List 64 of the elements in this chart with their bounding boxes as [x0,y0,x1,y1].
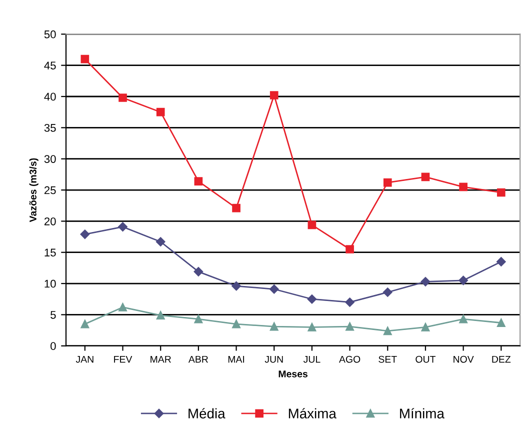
y-tick-label: 25 [44,186,56,194]
x-tick-label: MAI [228,356,244,363]
y-axis-title: Vazões (m3/s) [29,158,38,222]
x-tick-label: MAR [150,356,171,363]
x-tick-label: JUN [264,356,283,363]
point [383,178,392,187]
point [270,91,278,100]
x-tick-label: JAN [76,356,94,363]
x-tick-label: FEV [114,356,132,363]
y-tick-label: 50 [44,30,56,38]
x-tick-label: NOV [454,356,474,363]
point [346,322,354,331]
x-tick-label: DEZ [492,356,511,363]
point [420,277,430,286]
legend-label: Mínima [400,408,444,418]
point [308,220,316,230]
point [307,294,317,304]
point [232,281,241,291]
point [80,54,90,64]
point [156,108,165,116]
legend-label: Máxima [288,408,336,418]
point [270,322,278,331]
point [156,237,166,246]
point [232,320,240,328]
x-tick-label: SET [378,356,397,363]
y-tick-label: 35 [44,124,56,132]
point [458,276,468,286]
point [496,188,506,197]
y-tick-label: 20 [44,217,56,226]
point [308,323,316,332]
point [118,222,128,232]
point [80,230,90,239]
point [459,314,468,324]
point [156,311,165,320]
x-tick-label: ABR [188,356,208,363]
point [80,320,90,328]
point [496,257,506,266]
y-tick-label: 45 [44,62,56,70]
point [421,172,430,182]
y-tick-label: 40 [44,92,56,101]
legend-label: Média [188,408,226,418]
y-tick-label: 0 [50,342,56,350]
y-tick-label: 15 [44,248,56,256]
point [269,284,279,294]
y-tick-label: 30 [44,155,56,163]
point [383,288,392,297]
point [496,318,506,327]
point [194,267,204,276]
point [194,177,203,186]
point [459,182,468,192]
point [232,204,240,212]
x-axis-title: Meses [278,370,308,378]
point [346,245,354,254]
x-tick-label: JUL [303,356,320,363]
point [118,303,127,312]
y-tick-label: 5 [50,311,56,319]
point [383,326,392,336]
y-tick-label: 10 [44,280,56,288]
x-tick-label: OUT [416,356,436,363]
point [421,323,430,332]
point [194,314,203,324]
point [345,298,354,307]
point [118,94,127,102]
x-tick-label: AGO [339,356,360,363]
